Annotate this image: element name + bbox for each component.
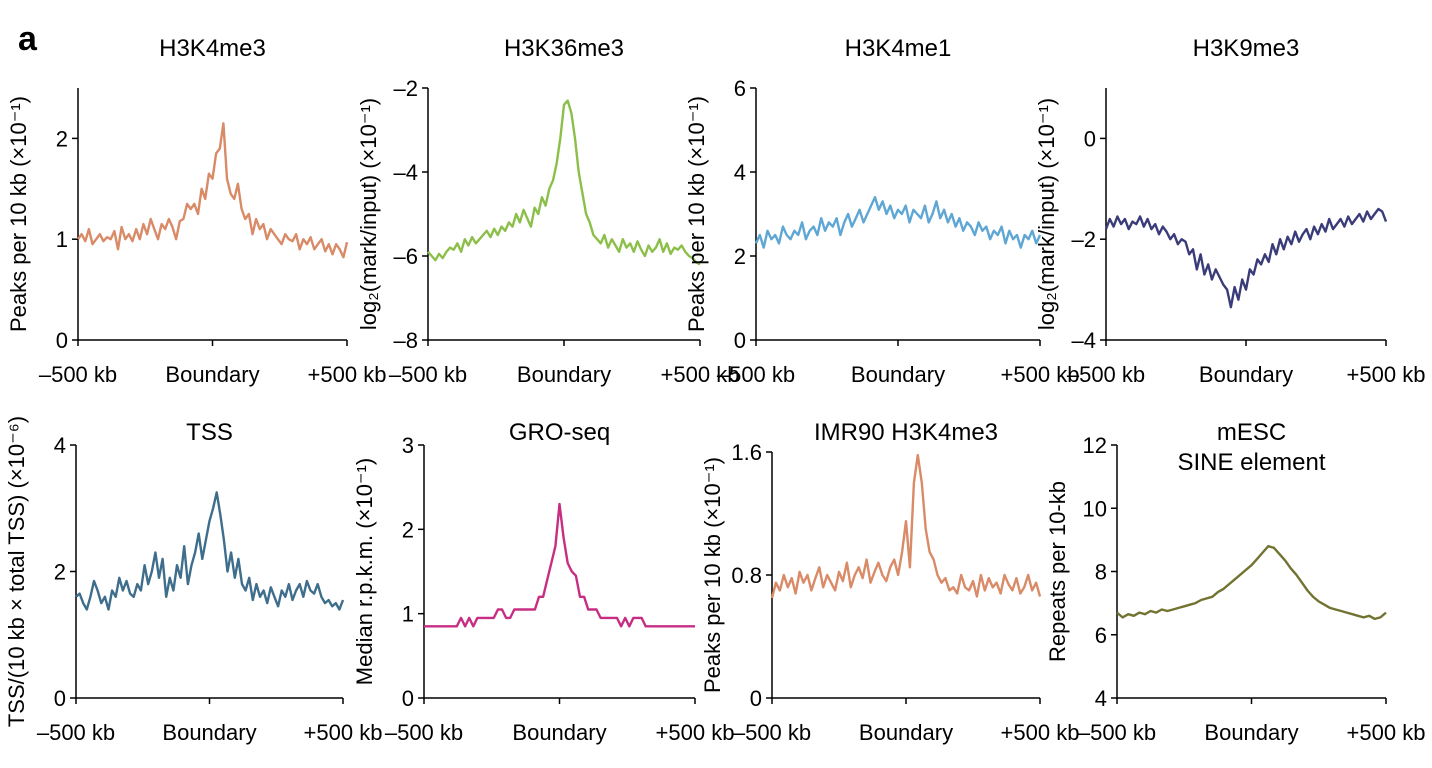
chart-panel-3: 0 2 4 6 –500 kb Boundary +500 kb H3K4me1 Peaks p… <box>684 35 1079 387</box>
y-axis-label: log₂(mark/input) (×10⁻¹) <box>1034 98 1059 330</box>
chart-panel-1: 0 1 2 –500 kb Boundary +500 kb H3K4me3 Peaks pe… <box>6 35 386 387</box>
x-tick-label: –500 kb <box>733 720 811 745</box>
y-tick-label: 6 <box>734 76 746 101</box>
y-tick-label: 0 <box>56 328 68 353</box>
x-tick-label: Boundary <box>162 720 256 745</box>
y-tick-label: –2 <box>394 76 418 101</box>
y-tick-label: –4 <box>394 160 418 185</box>
y-tick-label: 6 <box>1095 623 1107 648</box>
chart-subtitle: SINE element <box>1177 449 1325 476</box>
y-tick-label: –8 <box>394 328 418 353</box>
x-tick-label: –500 kb <box>389 362 467 387</box>
x-tick-label: +500 kb <box>1001 720 1080 745</box>
x-tick-label: Boundary <box>165 362 259 387</box>
y-tick-label: 12 <box>1083 433 1107 458</box>
chart-panel-6: 0 1 2 3 –500 kb Boundary +500 kb GRO-seq Median … <box>352 419 734 745</box>
x-tick-label: +500 kb <box>1001 362 1080 387</box>
y-tick-label: 2 <box>56 126 68 151</box>
y-tick-label: 0.8 <box>731 563 762 588</box>
x-tick-label: Boundary <box>1199 362 1293 387</box>
chart-panel-7: 0 0.8 1.6 –500 kb Boundary +500 kb IMR90 H3K4m… <box>700 419 1079 745</box>
x-tick-label: –500 kb <box>1067 362 1145 387</box>
y-tick-label: 2 <box>54 560 66 585</box>
x-tick-label: Boundary <box>851 362 945 387</box>
panel-label: a <box>18 20 38 58</box>
chart-title: mESC <box>1217 419 1286 446</box>
series-line-1 <box>1116 545 1387 621</box>
chart-title: TSS <box>186 419 233 446</box>
y-tick-label: 4 <box>54 433 66 458</box>
y-tick-label: –4 <box>1072 328 1096 353</box>
series-line-1 <box>427 99 701 266</box>
y-tick-label: –6 <box>394 244 418 269</box>
y-tick-label: 4 <box>1095 686 1107 711</box>
x-tick-label: +500 kb <box>661 362 740 387</box>
chart-title: H3K4me3 <box>159 35 266 62</box>
x-tick-label: Boundary <box>1204 720 1298 745</box>
series-line-1 <box>1104 207 1388 309</box>
series-line-1 <box>77 122 349 259</box>
y-tick-label: 2 <box>734 244 746 269</box>
y-axis-label: Peaks per 10 kb (×10⁻¹) <box>700 457 725 693</box>
y-axis-label: TSS/(10 kb × total TSS) (×10⁻⁶) <box>4 416 29 727</box>
x-tick-label: –500 kb <box>717 362 795 387</box>
y-axis-label: Peaks per 10 kb (×10⁻¹) <box>684 96 709 332</box>
series-line-1 <box>424 502 695 628</box>
x-tick-label: +500 kb <box>304 720 383 745</box>
y-tick-label: 0 <box>750 686 762 711</box>
y-axis-label: log₂(mark/input) (×10⁻¹) <box>356 98 381 330</box>
y-tick-label: 1 <box>56 227 68 252</box>
chart-title: H3K36me3 <box>504 35 624 62</box>
x-tick-label: –500 kb <box>39 362 117 387</box>
y-tick-label: 0 <box>1084 126 1096 151</box>
y-axis-label: Median r.p.k.m. (×10⁻¹) <box>352 458 377 685</box>
y-tick-label: 4 <box>734 160 746 185</box>
chart-panel-5: 0 2 4 –500 kb Boundary +500 kb TSS TSS/(10 kb ×… <box>4 416 382 745</box>
x-tick-label: Boundary <box>517 362 611 387</box>
chart-title: GRO-seq <box>509 419 610 446</box>
chart-title: H3K9me3 <box>1193 35 1300 62</box>
x-tick-label: +500 kb <box>1347 720 1426 745</box>
y-tick-label: 0 <box>402 686 414 711</box>
y-tick-label: 0 <box>54 686 66 711</box>
y-axis-label: Repeats per 10-kb <box>1045 481 1070 662</box>
series-line-1 <box>770 453 1042 599</box>
chart-panel-8: 4 6 8 10 12 –500 kb Boundary +500 kb mESC SINE el… <box>1045 419 1425 745</box>
chart-title: IMR90 H3K4me3 <box>814 419 998 446</box>
y-tick-label: –2 <box>1072 227 1096 252</box>
chart-panel-4: –4 –2 0 –500 kb Boundary +500 kb H3K9me3 log₂(m… <box>1034 35 1425 387</box>
y-tick-label: 3 <box>402 433 414 458</box>
y-tick-label: 0 <box>734 328 746 353</box>
x-tick-label: Boundary <box>859 720 953 745</box>
series-line-1 <box>754 195 1042 249</box>
x-tick-label: –500 kb <box>1078 720 1156 745</box>
chart-panel-2: –8 –6 –4 –2 –500 kb Boundary +500 kb H3K36me3 lo… <box>356 35 739 387</box>
x-tick-label: –500 kb <box>385 720 463 745</box>
y-tick-label: 2 <box>402 517 414 542</box>
y-axis-label: Peaks per 10 kb (×10⁻¹) <box>6 96 31 332</box>
x-tick-label: +500 kb <box>308 362 387 387</box>
x-tick-label: +500 kb <box>656 720 735 745</box>
y-tick-label: 1.6 <box>731 440 762 465</box>
series-line-1 <box>75 491 345 611</box>
y-tick-label: 1 <box>402 602 414 627</box>
x-tick-label: Boundary <box>512 720 606 745</box>
y-tick-label: 10 <box>1083 496 1107 521</box>
x-tick-label: +500 kb <box>1347 362 1426 387</box>
y-tick-label: 8 <box>1095 560 1107 585</box>
chart-title: H3K4me1 <box>845 35 952 62</box>
x-tick-label: –500 kb <box>37 720 115 745</box>
